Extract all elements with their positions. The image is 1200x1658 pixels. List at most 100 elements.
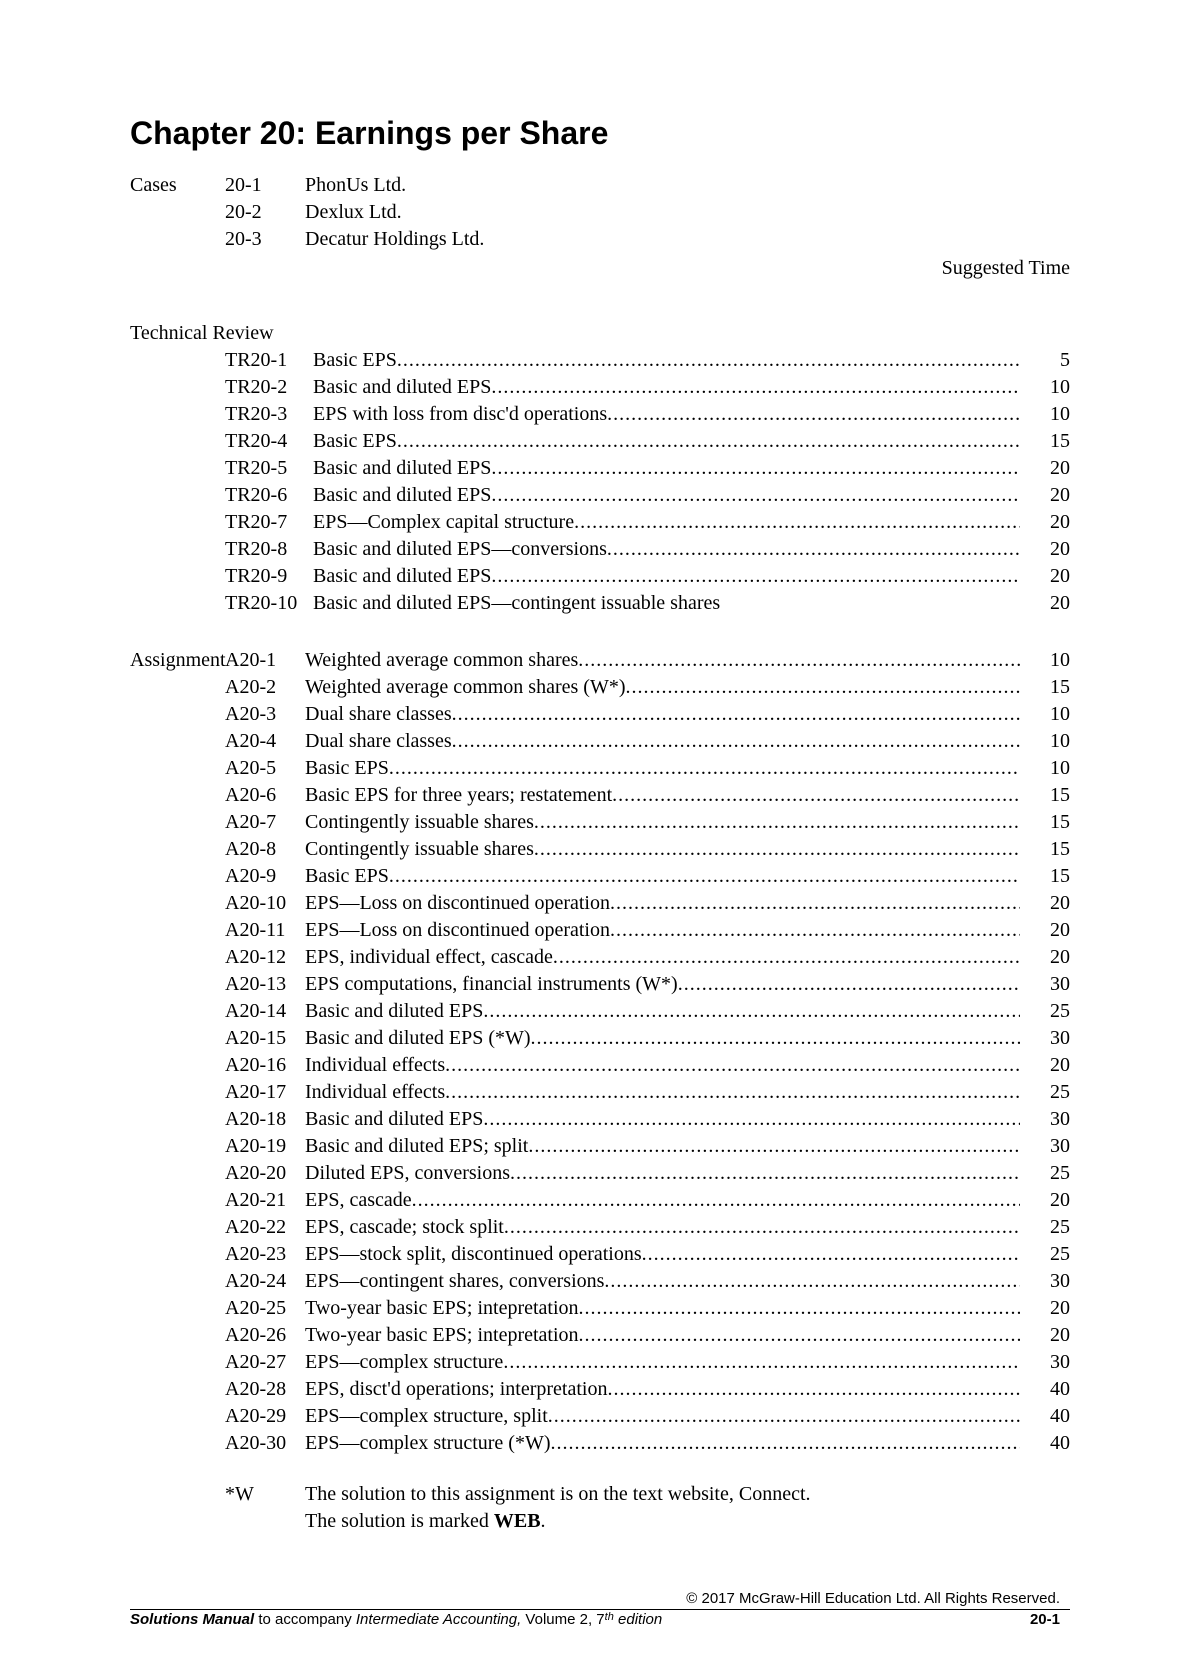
case-row: 20-3Decatur Holdings Ltd. bbox=[130, 226, 1070, 253]
tr-time: 20 bbox=[1020, 509, 1070, 536]
assignment-row: A20-23EPS—stock split, discontinued oper… bbox=[130, 1241, 1070, 1268]
assignment-time: 40 bbox=[1020, 1430, 1070, 1457]
tr-time: 20 bbox=[1020, 482, 1070, 509]
footer-bar: Solutions Manual to accompany Intermedia… bbox=[130, 1609, 1070, 1628]
assignment-description: Basic and diluted EPS (*W) bbox=[305, 1025, 1020, 1052]
chapter-title: Chapter 20: Earnings per Share bbox=[130, 115, 1070, 152]
tr-time: 20 bbox=[1020, 455, 1070, 482]
assignment-code: A20-24 bbox=[225, 1268, 305, 1295]
assignment-code: A20-26 bbox=[225, 1322, 305, 1349]
assignment-code: A20-12 bbox=[225, 944, 305, 971]
footer-left-3: Intermediate Accounting, bbox=[356, 1611, 521, 1628]
assignment-description: Dual share classes bbox=[305, 701, 1020, 728]
assignment-row: A20-8Contingently issuable shares15 bbox=[130, 836, 1070, 863]
assignment-time: 10 bbox=[1020, 755, 1070, 782]
assignment-row: A20-9Basic EPS15 bbox=[130, 863, 1070, 890]
assignment-code: A20-29 bbox=[225, 1403, 305, 1430]
tr-row: TR20-5Basic and diluted EPS20 bbox=[130, 455, 1070, 482]
tr-description: Basic and diluted EPS bbox=[313, 482, 1020, 509]
assignment-row: A20-11EPS—Loss on discontinued operation… bbox=[130, 917, 1070, 944]
assignment-description: EPS computations, financial instruments … bbox=[305, 971, 1020, 998]
assignment-code: A20-4 bbox=[225, 728, 305, 755]
assignment-description: EPS, individual effect, cascade bbox=[305, 944, 1020, 971]
assignment-code: A20-3 bbox=[225, 701, 305, 728]
assignment-description: EPS—stock split, discontinued operations bbox=[305, 1241, 1020, 1268]
assignment-row: A20-6Basic EPS for three years; restatem… bbox=[130, 782, 1070, 809]
assignment-time: 15 bbox=[1020, 809, 1070, 836]
assignment-time: 25 bbox=[1020, 998, 1070, 1025]
tr-row: TR20-7EPS—Complex capital structure20 bbox=[130, 509, 1070, 536]
footnote-line1: The solution to this assignment is on th… bbox=[305, 1483, 811, 1505]
assignment-code: A20-2 bbox=[225, 674, 305, 701]
assignment-time: 40 bbox=[1020, 1403, 1070, 1430]
assignment-code: A20-21 bbox=[225, 1187, 305, 1214]
assignment-time: 20 bbox=[1020, 1187, 1070, 1214]
assignment-row: A20-2Weighted average common shares (W*)… bbox=[130, 674, 1070, 701]
case-row: Cases20-1PhonUs Ltd. bbox=[130, 172, 1070, 199]
assignment-row: A20-20Diluted EPS, conversions25 bbox=[130, 1160, 1070, 1187]
assignment-description: EPS—complex structure (*W) bbox=[305, 1430, 1020, 1457]
assignment-description: Contingently issuable shares bbox=[305, 836, 1020, 863]
tr-code: TR20-9 bbox=[225, 563, 313, 590]
copyright-line: © 2017 McGraw-Hill Education Ltd. All Ri… bbox=[130, 1590, 1070, 1607]
assignment-code: A20-10 bbox=[225, 890, 305, 917]
footer-left-5: th bbox=[605, 1611, 614, 1623]
footer-left: Solutions Manual to accompany Intermedia… bbox=[130, 1611, 662, 1628]
tr-code: TR20-4 bbox=[225, 428, 313, 455]
assignment-row: A20-12EPS, individual effect, cascade20 bbox=[130, 944, 1070, 971]
assignment-description: Two-year basic EPS; intepretation bbox=[305, 1295, 1020, 1322]
assignment-code: A20-28 bbox=[225, 1376, 305, 1403]
footer-left-6: edition bbox=[614, 1611, 662, 1628]
assignment-time: 20 bbox=[1020, 1052, 1070, 1079]
tr-row: TR20-6Basic and diluted EPS20 bbox=[130, 482, 1070, 509]
assignment-description: Individual effects bbox=[305, 1052, 1020, 1079]
footer-left-4: Volume 2, 7 bbox=[521, 1611, 604, 1628]
footer-left-1: Solutions Manual bbox=[130, 1611, 254, 1628]
assignment-description: EPS—complex structure, split bbox=[305, 1403, 1020, 1430]
tr-time: 10 bbox=[1020, 401, 1070, 428]
assignment-row: A20-13EPS computations, financial instru… bbox=[130, 971, 1070, 998]
assignment-row: A20-17Individual effects25 bbox=[130, 1079, 1070, 1106]
assignment-time: 25 bbox=[1020, 1241, 1070, 1268]
assignment-code: A20-20 bbox=[225, 1160, 305, 1187]
assignment-row: A20-25Two-year basic EPS; intepretation2… bbox=[130, 1295, 1070, 1322]
case-number: 20-1 bbox=[225, 172, 305, 199]
assignment-row: A20-28EPS, disct'd operations; interpret… bbox=[130, 1376, 1070, 1403]
assignment-code: A20-16 bbox=[225, 1052, 305, 1079]
footnote-line2b: WEB bbox=[494, 1510, 541, 1532]
assignment-description: EPS—contingent shares, conversions bbox=[305, 1268, 1020, 1295]
assignment-row: A20-5Basic EPS10 bbox=[130, 755, 1070, 782]
tr-description: EPS with loss from disc'd operations bbox=[313, 401, 1020, 428]
tr-row: TR20-2Basic and diluted EPS10 bbox=[130, 374, 1070, 401]
tr-row: TR20-8Basic and diluted EPS—conversions2… bbox=[130, 536, 1070, 563]
footer-right: 20-1 bbox=[1030, 1611, 1070, 1628]
assignment-code: A20-14 bbox=[225, 998, 305, 1025]
footer-left-2: to accompany bbox=[254, 1611, 356, 1628]
assignment-code: A20-18 bbox=[225, 1106, 305, 1133]
tr-description: EPS—Complex capital structure bbox=[313, 509, 1020, 536]
tr-row: TR20-10Basic and diluted EPS—contingent … bbox=[130, 590, 1070, 617]
assignment-description: Two-year basic EPS; intepretation bbox=[305, 1322, 1020, 1349]
assignment-time: 10 bbox=[1020, 647, 1070, 674]
case-row: 20-2Dexlux Ltd. bbox=[130, 199, 1070, 226]
assignments-list: AssignmentA20-1Weighted average common s… bbox=[130, 647, 1070, 1457]
assignment-time: 15 bbox=[1020, 836, 1070, 863]
assignment-code: A20-8 bbox=[225, 836, 305, 863]
assignment-row: A20-26Two-year basic EPS; intepretation2… bbox=[130, 1322, 1070, 1349]
assignment-description: Contingently issuable shares bbox=[305, 809, 1020, 836]
case-number: 20-3 bbox=[225, 226, 305, 253]
technical-review-list: TR20-1Basic EPS5TR20-2Basic and diluted … bbox=[130, 347, 1070, 617]
tr-description: Basic and diluted EPS—conversions bbox=[313, 536, 1020, 563]
tr-code: TR20-2 bbox=[225, 374, 313, 401]
assignment-code: A20-30 bbox=[225, 1430, 305, 1457]
assignment-time: 20 bbox=[1020, 944, 1070, 971]
footnote-line2c: . bbox=[541, 1510, 546, 1532]
case-number: 20-2 bbox=[225, 199, 305, 226]
tr-row: TR20-1Basic EPS5 bbox=[130, 347, 1070, 374]
tr-description: Basic and diluted EPS bbox=[313, 374, 1020, 401]
tr-time: 5 bbox=[1020, 347, 1070, 374]
assignment-description: Weighted average common shares (W*) bbox=[305, 674, 1020, 701]
assignment-row: A20-14Basic and diluted EPS25 bbox=[130, 998, 1070, 1025]
assignment-row: A20-30EPS—complex structure (*W)40 bbox=[130, 1430, 1070, 1457]
footnote-text: The solution to this assignment is on th… bbox=[305, 1481, 1070, 1535]
